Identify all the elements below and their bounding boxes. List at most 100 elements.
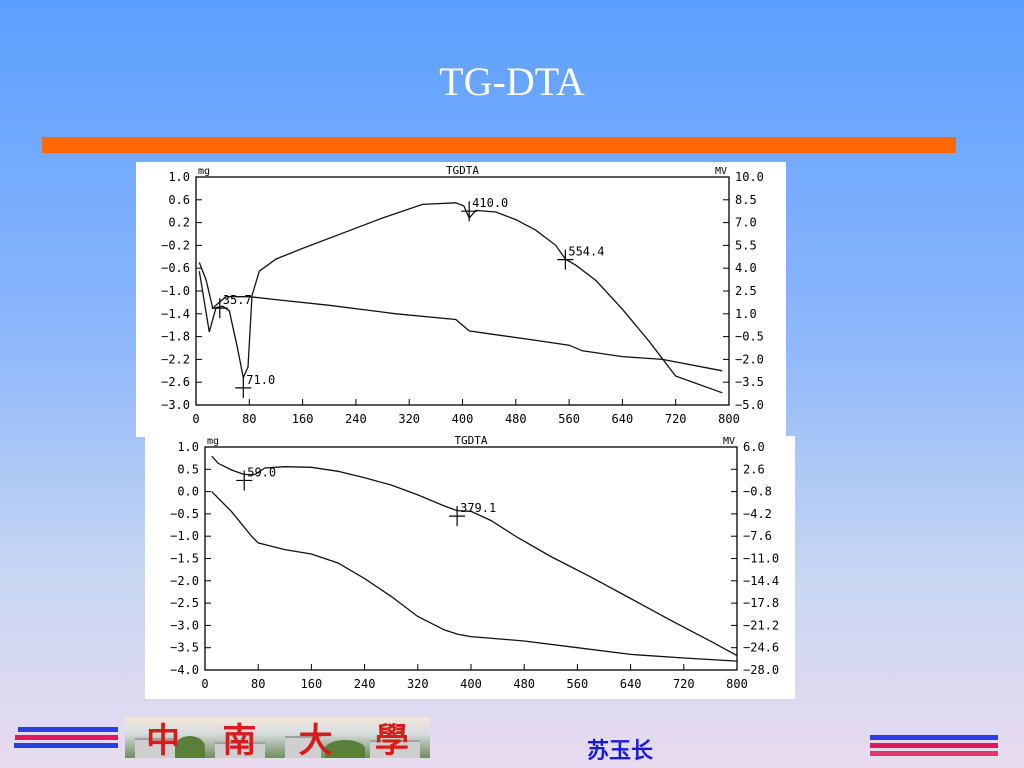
right-tick-label: −4.2: [743, 507, 772, 521]
right-tick-label: 5.5: [735, 238, 757, 252]
left-unit-label: mg: [198, 166, 210, 177]
left-tick-label: −1.0: [161, 284, 190, 298]
x-tick-label: 400: [452, 412, 474, 426]
x-tick-label: 320: [407, 677, 429, 691]
chart-panel-top: 1.0 0.6 0.2 −0.2 −0.6 −1.0 −1.4 −1.8 −2.2 −2.6 −3.…: [136, 162, 786, 437]
right-tick-label: 6.0: [743, 440, 765, 454]
right-tick-label: 2.6: [743, 462, 765, 476]
left-tick-label: −4.0: [170, 663, 199, 677]
left-tick-label: 0.0: [177, 485, 199, 499]
left-tick-label: −1.4: [161, 307, 190, 321]
right-tick-label: 2.5: [735, 284, 757, 298]
left-tick-label: −0.5: [170, 507, 199, 521]
annotation-marker: [557, 249, 574, 270]
x-tick-label: 80: [251, 677, 265, 691]
x-tick-label: 480: [505, 412, 527, 426]
x-tick-label: 400: [460, 677, 482, 691]
right-tick-label: −5.0: [735, 398, 764, 412]
x-tick-label: 240: [354, 677, 376, 691]
left-tick-label: 0.5: [177, 462, 199, 476]
right-tick-label: −21.2: [743, 618, 779, 632]
logo-char-1: 中: [146, 721, 181, 758]
right-tick-label: 10.0: [735, 170, 764, 184]
left-tick-label: 0.6: [168, 193, 190, 207]
right-tick-label: −11.0: [743, 552, 779, 566]
left-tick-label: −3.0: [161, 398, 190, 412]
left-tick-label: −2.2: [161, 352, 190, 366]
annotation-label: 71.0: [246, 373, 275, 387]
annotation-label: 59.0: [247, 465, 276, 479]
series-line-1: [198, 202, 723, 394]
chart-panel-bottom: 1.0 0.5 0.0 −0.5 −1.0 −1.5 −2.0 −2.5 −3.0 −3.5 −4.…: [145, 436, 795, 699]
x-tick-label: 160: [292, 412, 314, 426]
right-stripe-red-1: [870, 743, 998, 748]
right-tick-label: 1.0: [735, 307, 757, 321]
annotation-label: 410.0: [472, 196, 508, 210]
right-tick-label: −3.5: [735, 375, 764, 389]
left-stripe-blue-2: [14, 743, 118, 748]
left-tick-label: 0.2: [168, 216, 190, 230]
x-tick-label: 720: [665, 412, 687, 426]
left-tick-label: 1.0: [177, 440, 199, 454]
chart-title: TGDTA: [446, 164, 479, 177]
right-tick-label: −24.6: [743, 641, 779, 655]
university-logo-banner: 中 南 大 學: [125, 717, 430, 758]
left-tick-label: −1.5: [170, 552, 199, 566]
x-tick-label: 0: [201, 677, 208, 691]
right-tick-label: −7.6: [743, 529, 772, 543]
x-tick-label: 800: [718, 412, 740, 426]
logo-char-4: 學: [374, 721, 409, 758]
chart-bottom: 1.0 0.5 0.0 −0.5 −1.0 −1.5 −2.0 −2.5 −3.0 −3.5 −4.…: [170, 436, 779, 691]
series-line-2: [211, 491, 738, 662]
annotation-marker: [235, 377, 252, 398]
chart-top: 1.0 0.6 0.2 −0.2 −0.6 −1.0 −1.4 −1.8 −2.2 −2.6 −3.…: [161, 164, 764, 426]
right-tick-label: 7.0: [735, 216, 757, 230]
right-stripe-blue-1: [870, 735, 998, 740]
annotation-label: 554.4: [568, 245, 604, 259]
slide-title: TG-DTA: [439, 59, 585, 104]
x-tick-label: 0: [192, 412, 199, 426]
left-tick-label: −2.5: [170, 596, 199, 610]
left-stripe-red-1: [15, 735, 118, 740]
left-tick-label: −1.0: [170, 529, 199, 543]
right-tick-label: −2.0: [735, 352, 764, 366]
right-tick-label: −28.0: [743, 663, 779, 677]
left-tick-label: −0.2: [161, 238, 190, 252]
x-tick-label: 640: [620, 677, 642, 691]
series-line-1: [211, 455, 738, 657]
left-tick-label: −0.6: [161, 261, 190, 275]
annotation-marker: [211, 298, 228, 319]
x-tick-label: 160: [301, 677, 323, 691]
x-tick-label: 640: [612, 412, 634, 426]
annotation-label: 35.7: [223, 293, 252, 307]
series-line-2: [198, 262, 723, 372]
x-tick-label: 720: [673, 677, 695, 691]
right-unit-label: MV: [715, 166, 727, 177]
left-unit-label: mg: [207, 436, 219, 447]
right-tick-label: 8.5: [735, 193, 757, 207]
x-tick-label: 80: [242, 412, 256, 426]
left-tick-label: −3.5: [170, 641, 199, 655]
left-tick-label: −2.6: [161, 375, 190, 389]
x-tick-label: 560: [567, 677, 589, 691]
right-tick-label: −0.8: [743, 485, 772, 499]
right-tick-label: 4.0: [735, 261, 757, 275]
right-tick-label: −17.8: [743, 596, 779, 610]
right-unit-label: MV: [723, 436, 735, 447]
annotation-marker: [449, 506, 466, 527]
logo-char-2: 南: [222, 721, 257, 758]
annotation-marker: [461, 201, 478, 222]
x-tick-label: 480: [513, 677, 535, 691]
chart-title: TGDTA: [454, 436, 487, 447]
x-tick-label: 800: [726, 677, 748, 691]
right-tick-label: −14.4: [743, 574, 779, 588]
left-tick-label: −1.8: [161, 330, 190, 344]
right-tick-label: −0.5: [735, 330, 764, 344]
annotation-marker: [236, 470, 253, 491]
x-tick-label: 320: [398, 412, 420, 426]
left-stripe-blue-1: [18, 727, 118, 732]
x-tick-label: 560: [558, 412, 580, 426]
left-tick-label: −2.0: [170, 574, 199, 588]
left-tick-label: 1.0: [168, 170, 190, 184]
logo-char-3: 大: [298, 721, 333, 758]
